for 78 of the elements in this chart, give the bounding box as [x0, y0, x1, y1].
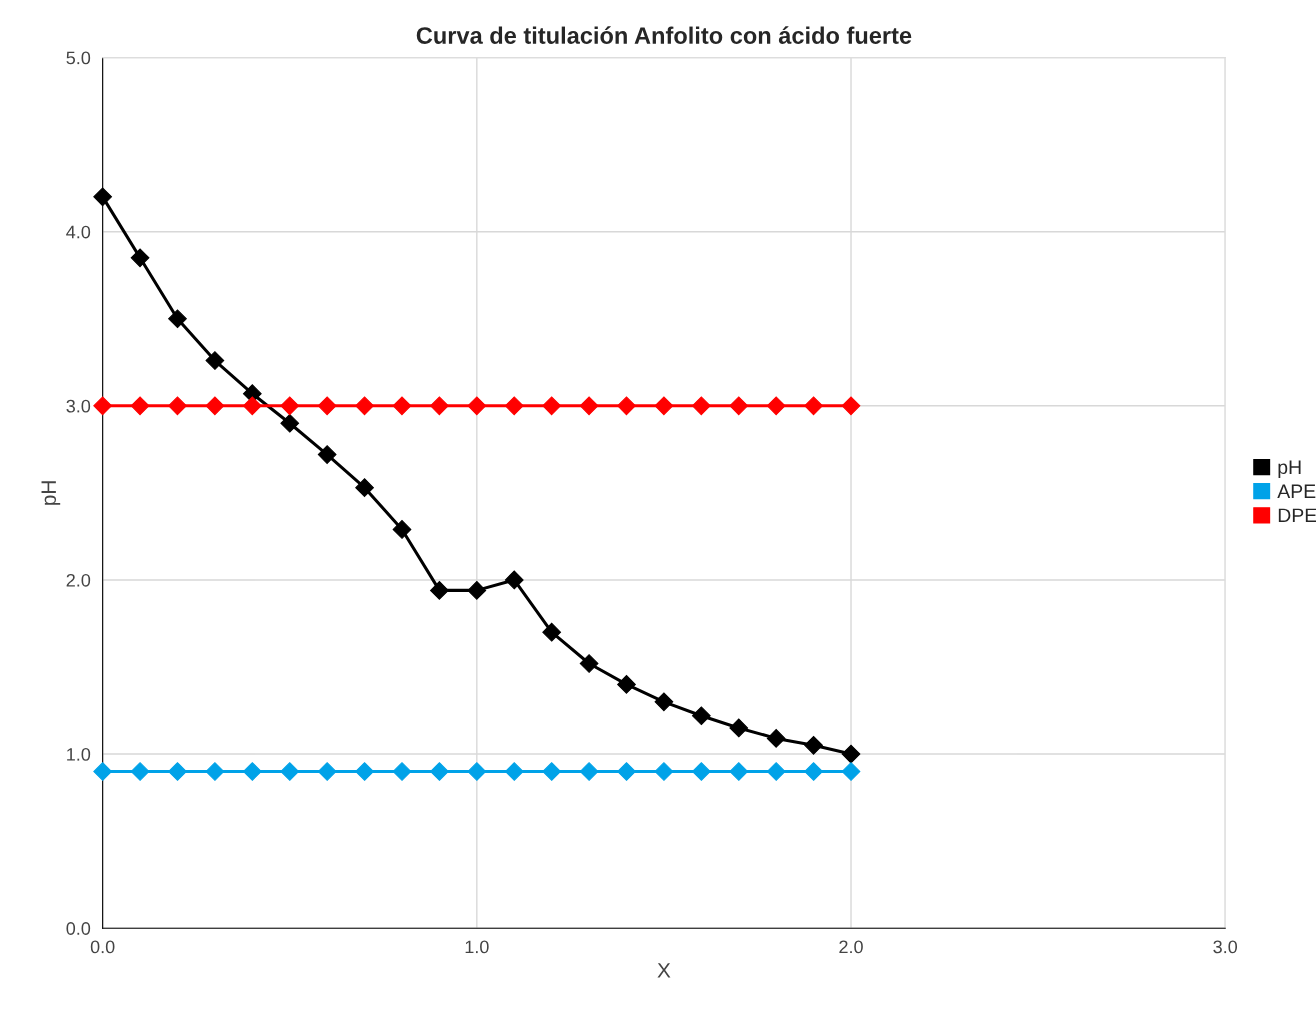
- point: [542, 622, 562, 642]
- point: [617, 762, 636, 781]
- point: [654, 762, 674, 781]
- y-tick-label: 0.0: [66, 922, 91, 935]
- point: [392, 762, 412, 781]
- y-tick-label: 4.0: [66, 225, 91, 239]
- point: [467, 762, 487, 781]
- point: [804, 736, 823, 755]
- point: [766, 396, 786, 416]
- point: [579, 396, 599, 416]
- point: [168, 309, 187, 329]
- point: [804, 762, 823, 781]
- point: [205, 396, 225, 416]
- point: [168, 762, 187, 781]
- point: [355, 762, 374, 781]
- point: [841, 744, 861, 764]
- point: [205, 762, 225, 781]
- legend-label: pH: [1278, 460, 1301, 478]
- point: [729, 396, 749, 416]
- point: [317, 445, 337, 464]
- point: [691, 396, 711, 416]
- y-tick-label: 3.0: [66, 399, 91, 413]
- point: [93, 762, 113, 781]
- point: [205, 351, 225, 370]
- point: [392, 520, 412, 539]
- point: [317, 762, 337, 781]
- y-tick-label: 5.0: [66, 51, 91, 65]
- point: [93, 396, 113, 416]
- point: [504, 396, 524, 416]
- point: [542, 762, 562, 781]
- point: [766, 729, 786, 748]
- point: [280, 762, 300, 781]
- point: [93, 187, 113, 207]
- point: [654, 692, 674, 712]
- point: [729, 762, 749, 781]
- point: [504, 762, 524, 781]
- point: [430, 396, 449, 416]
- point: [280, 413, 300, 433]
- point: [579, 762, 599, 781]
- point: [130, 762, 150, 781]
- point: [467, 581, 487, 600]
- point: [467, 396, 487, 416]
- point: [130, 396, 150, 416]
- point: [691, 706, 711, 726]
- point: [430, 762, 449, 781]
- point: [766, 762, 786, 781]
- point: [579, 654, 599, 673]
- point: [317, 396, 337, 416]
- point: [242, 762, 262, 781]
- y-tick-label: 2.0: [66, 573, 91, 587]
- x-tick-label: 2.0: [839, 940, 863, 954]
- point: [617, 675, 636, 694]
- point: [242, 396, 262, 416]
- point: [654, 396, 674, 416]
- point: [841, 396, 861, 416]
- legend-label: DPE: [1278, 508, 1316, 523]
- legend-label: APE: [1277, 484, 1316, 498]
- point: [392, 396, 412, 416]
- chart-title: Curva de titulación Anfolito con ácido fuerte: [416, 26, 912, 44]
- point: [355, 478, 374, 498]
- point: [729, 718, 749, 738]
- point: [504, 570, 524, 590]
- point: [691, 762, 711, 781]
- point: [617, 396, 636, 416]
- point: [804, 396, 823, 416]
- point: [355, 396, 374, 416]
- point: [542, 396, 562, 416]
- y-axis-title: pH: [41, 481, 61, 505]
- point: [168, 396, 187, 416]
- x-axis-title: X: [657, 963, 671, 978]
- point: [841, 762, 861, 781]
- point: [130, 248, 150, 268]
- x-tick-label: 0.0: [90, 940, 115, 954]
- x-tick-label: 1.0: [465, 940, 489, 954]
- y-tick-label: 1.0: [67, 748, 91, 761]
- point: [430, 581, 449, 600]
- x-tick-label: 3.0: [1213, 940, 1238, 954]
- point: [280, 396, 300, 416]
